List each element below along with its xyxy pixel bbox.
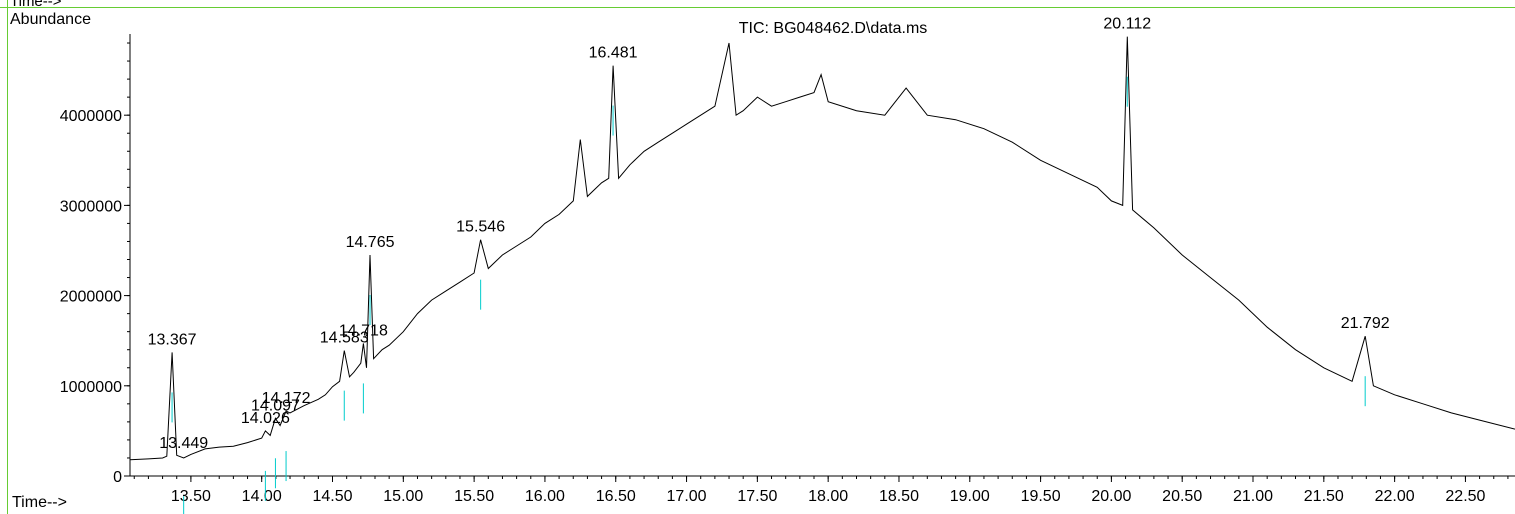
peak-label: 14.172 xyxy=(262,390,311,407)
x-tick-label: 20.50 xyxy=(1162,488,1202,505)
peak-label: 14.097 xyxy=(251,397,300,414)
x-tick-label: 16.00 xyxy=(525,488,565,505)
x-tick-label: 18.50 xyxy=(879,488,919,505)
x-tick-label: 15.50 xyxy=(454,488,494,505)
x-tick-label: 19.50 xyxy=(1021,488,1061,505)
x-tick-label: 14.50 xyxy=(312,488,352,505)
x-tick-label: 15.00 xyxy=(383,488,423,505)
peak-label: 14.583 xyxy=(320,330,369,347)
y-tick-label: 2000000 xyxy=(60,289,122,306)
x-tick-label: 17.00 xyxy=(667,488,707,505)
x-tick-label: 17.50 xyxy=(737,488,777,505)
y-tick-label: 0 xyxy=(113,469,122,486)
y-tick-label: 1000000 xyxy=(60,379,122,396)
x-tick-label: 22.50 xyxy=(1445,488,1485,505)
chart-title: TIC: BG048462.D\data.ms xyxy=(739,20,928,37)
peak-label: 20.112 xyxy=(1103,16,1151,33)
peak-label: 14.718 xyxy=(339,322,388,339)
x-tick-label: 13.50 xyxy=(171,488,211,505)
peak-label: 21.792 xyxy=(1341,315,1390,332)
peak-label: 14.026 xyxy=(241,410,290,427)
peak-label: 13.367 xyxy=(148,331,197,348)
peak-label: 15.546 xyxy=(456,219,505,236)
x-axis-label: Time--> xyxy=(12,494,67,511)
y-tick-label: 3000000 xyxy=(60,198,122,215)
x-tick-label: 19.00 xyxy=(950,488,990,505)
y-tick-label: 4000000 xyxy=(60,108,122,125)
x-tick-label: 22.00 xyxy=(1375,488,1415,505)
peak-label: 16.481 xyxy=(589,45,638,62)
peak-label: 13.449 xyxy=(159,435,208,452)
y-axis-label: Abundance xyxy=(10,11,91,28)
top-time-label: Time--> xyxy=(10,0,62,10)
x-tick-label: 14.00 xyxy=(242,488,282,505)
x-tick-label: 18.00 xyxy=(808,488,848,505)
x-tick-label: 20.00 xyxy=(1091,488,1131,505)
x-tick-label: 16.50 xyxy=(596,488,636,505)
x-tick-label: 21.00 xyxy=(1233,488,1273,505)
tic-trace xyxy=(129,36,1515,461)
x-tick-label: 21.50 xyxy=(1304,488,1344,505)
peak-label: 14.765 xyxy=(346,234,395,251)
